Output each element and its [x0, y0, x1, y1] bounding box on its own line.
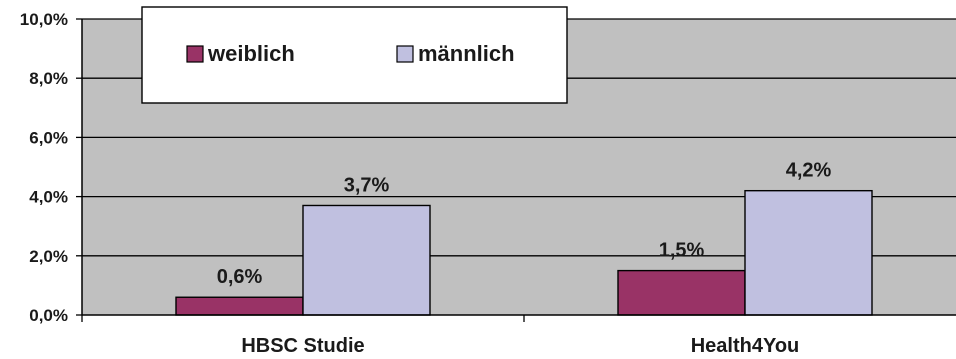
data-label: 1,5%	[659, 240, 705, 262]
legend-label: weiblich	[207, 41, 295, 66]
x-category-label: Health4You	[691, 335, 800, 357]
x-category-label: HBSC Studie	[241, 335, 364, 357]
bar-weiblich-1	[617, 269, 746, 316]
labels: 0,0% 2,0% 4,0% 6,0% 8,0% 10,0% 0,6% 3,7% HBSC St…	[20, 10, 832, 357]
y-tick-label: 10,0%	[20, 10, 68, 29]
legend-label: männlich	[418, 41, 515, 66]
axes	[76, 18, 956, 322]
data-label: 3,7%	[344, 174, 390, 196]
bar-weiblich-0	[175, 296, 304, 316]
y-tick-label: 2,0%	[29, 247, 68, 266]
legend-swatch	[186, 45, 204, 63]
data-label: 0,6%	[217, 266, 263, 288]
bars	[175, 189, 873, 316]
y-tick-label: 0,0%	[29, 306, 68, 325]
y-tick-label: 8,0%	[29, 69, 68, 88]
y-tick-label: 4,0%	[29, 188, 68, 207]
legend: weiblich männlich	[141, 6, 568, 104]
data-label: 4,2%	[786, 160, 832, 182]
legend-box	[141, 6, 568, 104]
bar-männlich-1	[744, 189, 873, 316]
bar-männlich-0	[302, 204, 431, 316]
legend-swatch	[396, 45, 414, 63]
y-tick-label: 6,0%	[29, 128, 68, 147]
